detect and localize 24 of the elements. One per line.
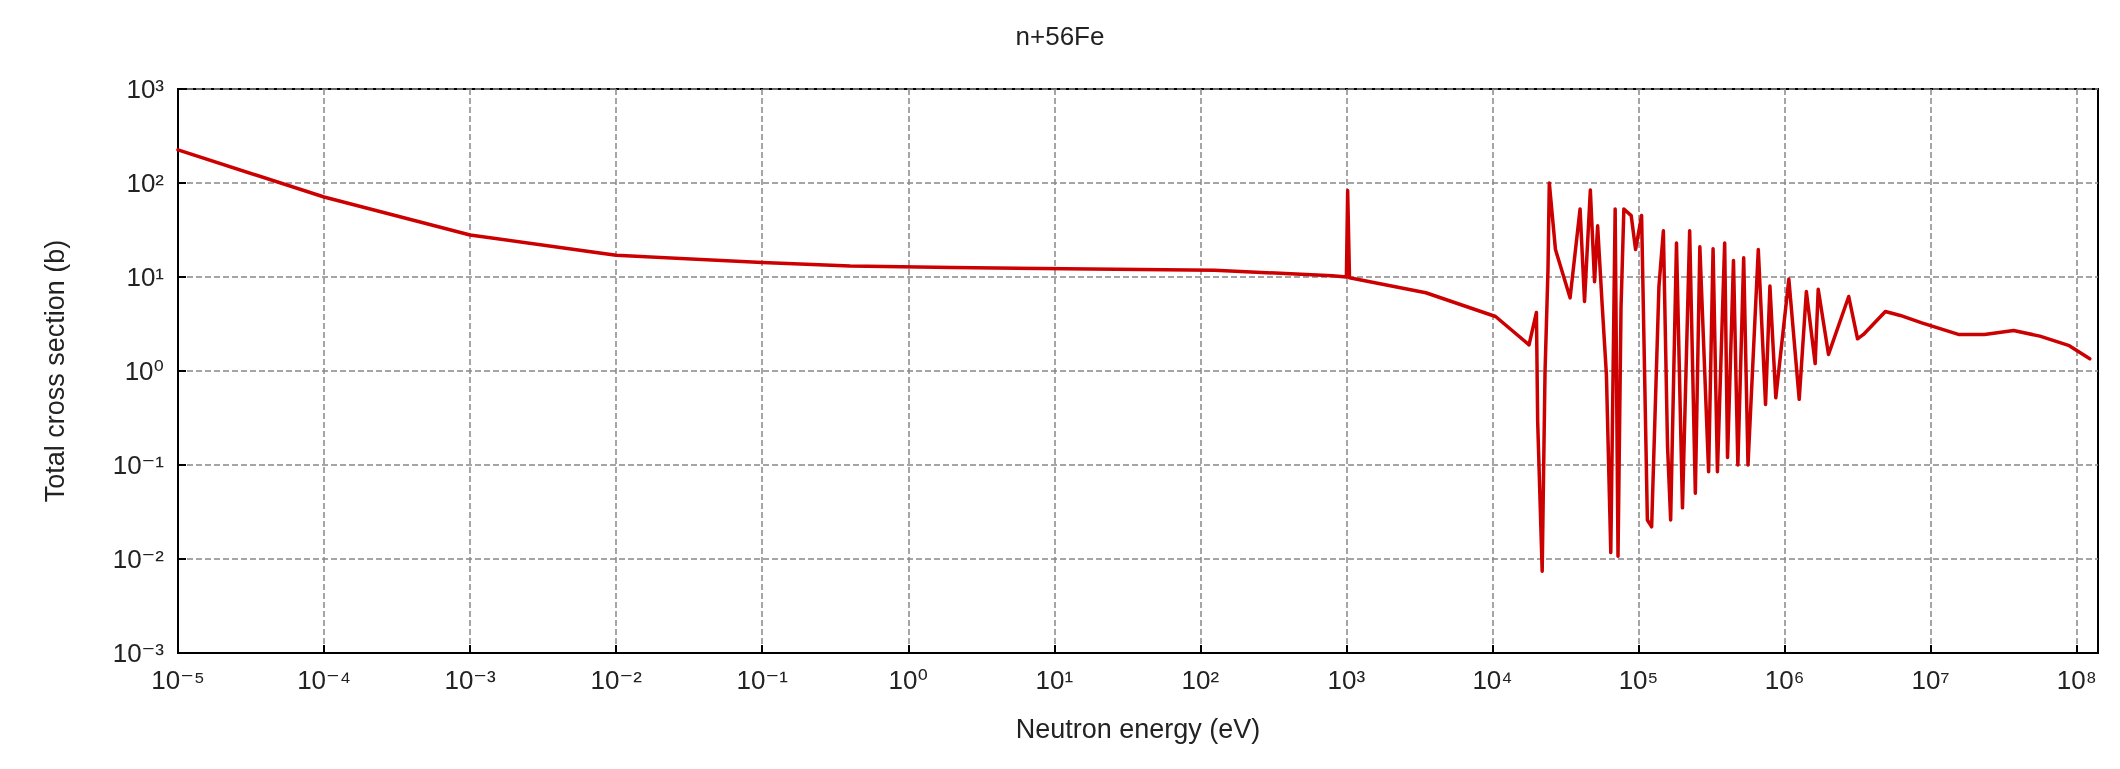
x-tick-label: 10⁶ [1764, 665, 1805, 695]
x-axis-title: Neutron energy (eV) [1015, 713, 1261, 744]
x-tick-label: 10⁻² [590, 665, 643, 695]
y-axis-title: Total cross section (b) [39, 239, 70, 503]
x-tick-label: 10⁻⁵ [151, 665, 205, 695]
x-tick-label: 10⁻³ [444, 665, 497, 695]
x-tick-label: 10⁸ [2056, 665, 2097, 695]
y-tick-label: 10⁰ [124, 356, 164, 386]
y-tick-label: 10⁻² [112, 544, 165, 574]
x-tick-label: 10⁰ [888, 665, 928, 695]
chart-title: n+56Fe [1015, 21, 1105, 51]
y-tick-label: 10³ [126, 74, 165, 104]
y-tick-label: 10⁻¹ [112, 450, 165, 480]
x-tick-label: 10¹ [1035, 665, 1074, 695]
y-tick-label: 10⁻³ [112, 638, 165, 668]
y-tick-label: 10¹ [126, 262, 165, 292]
x-tick-label: 10⁵ [1618, 665, 1659, 695]
x-tick-label: 10⁴ [1472, 665, 1513, 695]
x-tick-label: 10⁷ [1911, 665, 1950, 695]
y-tick-label: 10² [126, 168, 165, 198]
x-tick-label: 10² [1181, 665, 1220, 695]
x-tick-label: 10⁻⁴ [297, 665, 351, 695]
x-tick-label: 10⁻¹ [736, 665, 789, 695]
x-tick-label: 10³ [1327, 665, 1366, 695]
